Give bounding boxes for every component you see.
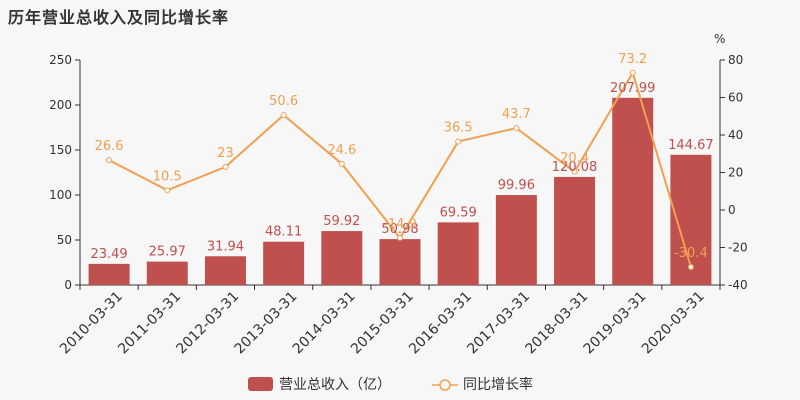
growth-rate-point [687, 264, 694, 270]
growth-rate-point [455, 138, 462, 145]
growth-rate-point [571, 168, 578, 175]
growth-rate-point [397, 234, 403, 241]
chart-title: 历年营业总收入及同比增长率 [8, 8, 230, 27]
growth-rate-label: 36.5 [444, 121, 473, 136]
right-tick-label: -20 [728, 241, 748, 255]
legend-line-label: 同比增长率 [463, 376, 533, 393]
bar-value-label: 50.98 [381, 222, 418, 237]
growth-rate-label: -14.9 [383, 217, 417, 232]
bar-revenue [88, 263, 130, 285]
bar-value-label: 120.08 [552, 160, 598, 175]
right-tick-label: 60 [728, 91, 743, 105]
growth-rate-label: 23 [217, 146, 234, 161]
growth-rate-point [106, 157, 113, 164]
growth-rate-label: 73.2 [618, 52, 647, 67]
bar-revenue [495, 195, 537, 285]
growth-rate-point [513, 125, 520, 132]
bar-value-label: 99.96 [498, 178, 535, 193]
growth-rate-point [338, 160, 345, 167]
growth-rate-label: 10.5 [153, 169, 182, 184]
growth-rate-label: 20.4 [560, 151, 589, 166]
bar-revenue [146, 261, 188, 285]
growth-rate-label: 26.6 [95, 139, 124, 154]
growth-rate-point [164, 187, 171, 194]
growth-rate-label: -30.4 [674, 246, 708, 261]
right-tick-label: -40 [728, 278, 748, 292]
right-tick-label: 20 [728, 166, 743, 180]
left-tick-label: 250 [49, 53, 72, 67]
left-tick-label: 0 [64, 278, 72, 292]
left-tick-label: 200 [49, 98, 72, 112]
bar-value-label: 25.97 [149, 245, 186, 260]
bar-revenue [379, 239, 421, 285]
left-tick-label: 50 [57, 233, 72, 247]
bar-revenue [554, 176, 596, 285]
right-tick-label: 40 [728, 128, 743, 142]
bar-value-label: 144.67 [668, 138, 714, 153]
right-tick-label: 80 [728, 53, 743, 67]
bar-value-label: 48.11 [265, 225, 302, 240]
bar-value-label: 59.92 [323, 214, 360, 229]
bar-value-label: 31.94 [207, 239, 244, 254]
x-tick-label: 2020-03-31 [639, 289, 708, 358]
bar-value-label: 207.99 [610, 81, 656, 96]
right-axis-unit: % [714, 32, 725, 46]
growth-rate-label: 43.7 [502, 107, 531, 122]
bar-value-label: 69.59 [440, 205, 477, 220]
left-tick-label: 150 [49, 143, 72, 157]
growth-rate-label: 24.6 [327, 143, 356, 158]
bar-revenue [437, 222, 479, 285]
legend-bar-swatch [248, 377, 273, 391]
bar-revenue [263, 241, 305, 285]
legend-bar-label: 营业总收入（亿） [279, 377, 391, 393]
left-tick-label: 100 [49, 188, 72, 202]
legend-line-marker [439, 379, 451, 391]
growth-rate-label: 50.6 [269, 94, 298, 109]
growth-rate-point [629, 69, 636, 76]
growth-rate-point [222, 163, 229, 170]
bar-value-label: 23.49 [90, 247, 127, 262]
growth-rate-point [280, 112, 287, 119]
bar-revenue [612, 97, 654, 286]
bar-revenue [321, 231, 363, 285]
right-tick-label: 0 [728, 203, 736, 217]
bar-revenue [204, 256, 246, 285]
